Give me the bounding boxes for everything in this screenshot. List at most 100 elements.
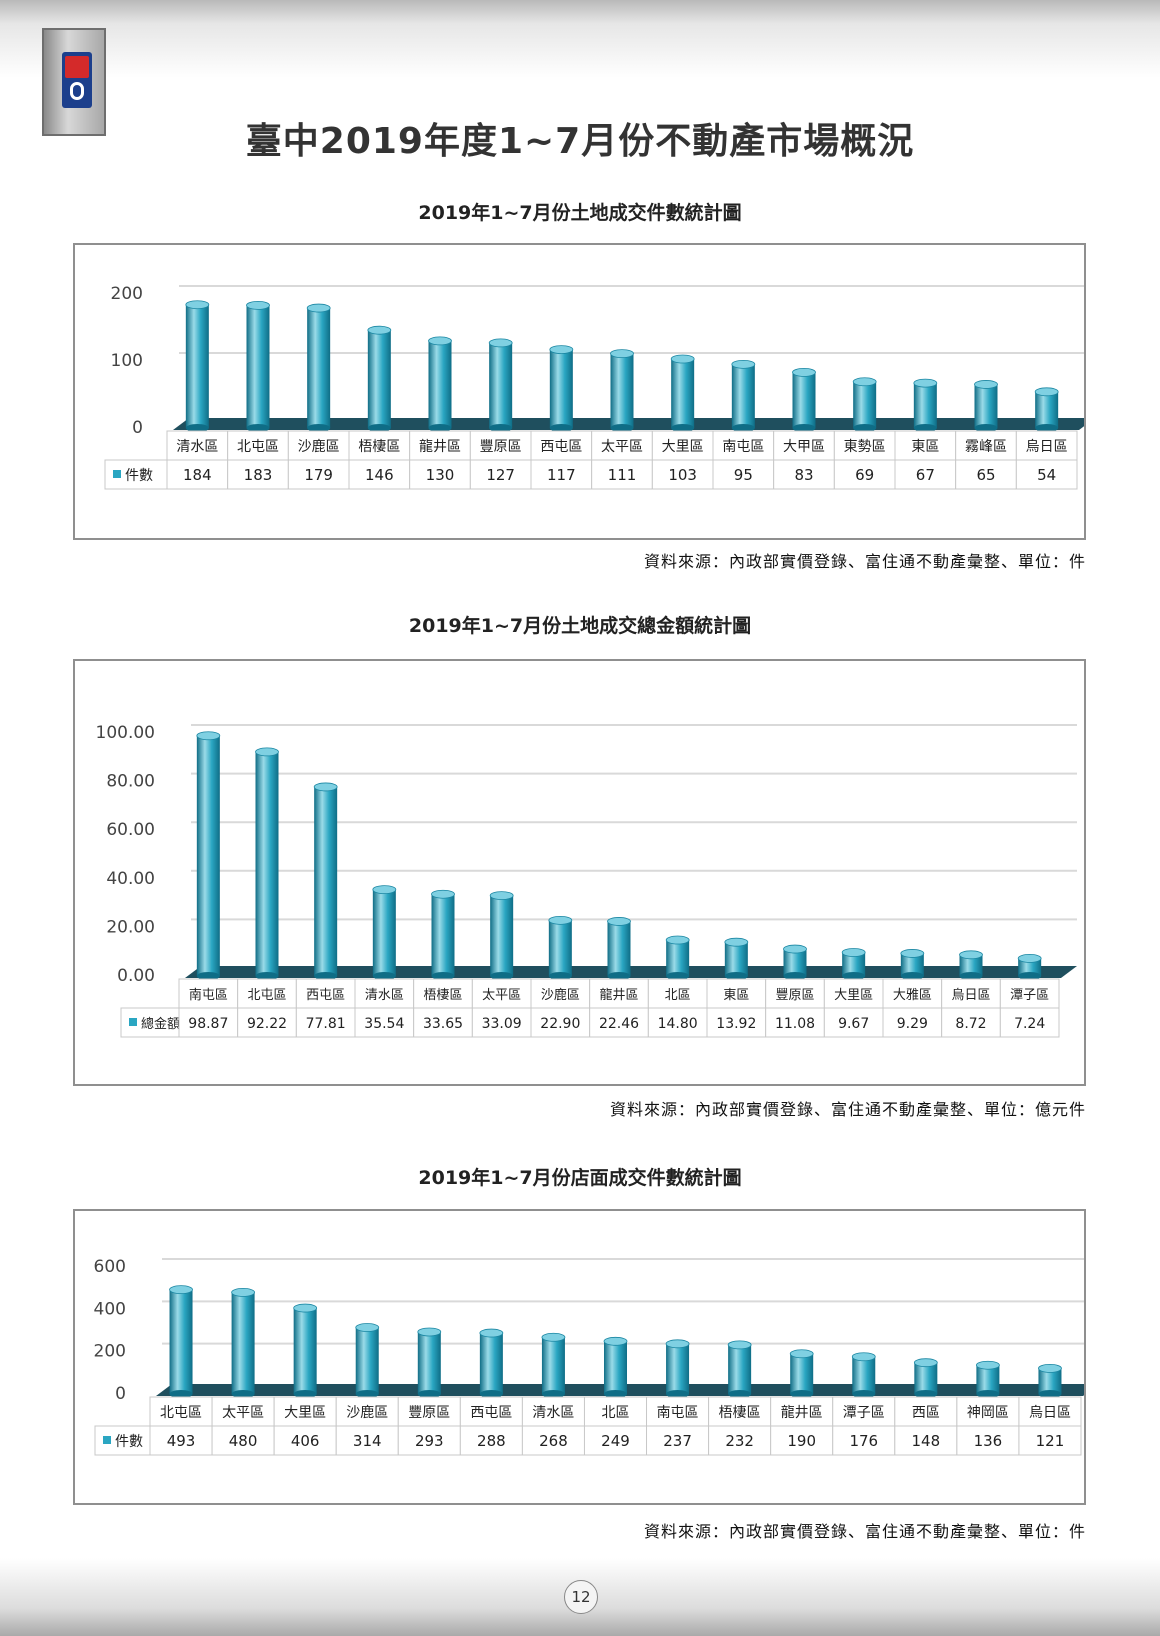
data-label: 103	[668, 466, 697, 484]
category-label: 龍井區	[419, 438, 461, 455]
category-label: 沙鹿區	[346, 1404, 388, 1421]
bar	[851, 1352, 876, 1398]
bar	[959, 950, 983, 980]
category-label: 南屯區	[722, 439, 764, 455]
chart-1-title: 2019年1~7月份土地成交件數統計圖	[418, 202, 742, 224]
category-label: 龍井區	[599, 987, 638, 1003]
bar	[665, 935, 690, 980]
bar	[255, 747, 279, 980]
category-label: 大雅區	[893, 988, 932, 1003]
category-label: 北區	[665, 988, 691, 1003]
bar	[549, 345, 574, 432]
data-table: 件數 清水區 184 北屯區 183 沙鹿區 179 梧棲區 146 龍井區 130 豐原區 127 西屯…	[104, 430, 1078, 490]
data-label: 288	[477, 1432, 506, 1450]
bar	[974, 380, 998, 432]
bar	[789, 1349, 814, 1398]
bar	[841, 948, 866, 980]
bar	[428, 336, 452, 432]
category-label: 北區	[602, 1405, 630, 1421]
category-label: 烏日區	[951, 987, 990, 1003]
bar	[355, 1323, 380, 1398]
data-label: 92.22	[247, 1016, 287, 1032]
data-table: 件數 北屯區 493 太平區 480 大里區 406 沙鹿區 314 豐原區 293 西屯區 288 清水…	[94, 1396, 1082, 1456]
category-label: 東區	[723, 987, 749, 1003]
category-label: 東勢區	[844, 439, 886, 455]
chart-3-source: 資料來源：內政部實價登錄、富住通不動產彙整、單位：件	[643, 1522, 1086, 1541]
bar	[727, 1340, 752, 1398]
category-label: 北屯區	[237, 439, 279, 455]
data-label: 249	[601, 1432, 630, 1450]
chart-1-source: 資料來源：內政部實價登錄、富住通不動產彙整、單位：件	[643, 552, 1086, 571]
data-label: 179	[304, 466, 333, 484]
bar	[900, 949, 925, 980]
data-label: 65	[976, 466, 995, 484]
publisher-logo	[42, 28, 106, 136]
category-label: 清水區	[532, 1405, 574, 1421]
bar	[976, 1360, 1000, 1398]
data-label: 77.81	[306, 1016, 346, 1032]
bar	[246, 300, 270, 432]
category-label: 西屯區	[306, 988, 345, 1003]
category-label: 龍井區	[781, 1404, 823, 1421]
bar	[231, 1288, 256, 1398]
category-label: 西區	[912, 1405, 940, 1421]
data-label: 406	[291, 1432, 320, 1450]
y-tick-label: 200	[111, 284, 143, 304]
y-tick-label: 100	[111, 351, 143, 371]
bar	[607, 917, 631, 980]
bar	[1038, 1363, 1062, 1398]
bar	[372, 885, 397, 980]
bar	[431, 889, 455, 980]
data-label: 184	[183, 466, 212, 484]
data-label: 146	[365, 466, 394, 484]
category-label: 大甲區	[783, 439, 825, 455]
bar	[610, 349, 634, 432]
data-label: 314	[353, 1432, 382, 1450]
bar	[783, 944, 807, 980]
bar	[548, 915, 573, 980]
category-label: 烏日區	[1026, 438, 1068, 455]
bar	[488, 338, 513, 432]
legend-swatch	[113, 470, 121, 478]
category-label: 南屯區	[657, 1405, 699, 1421]
category-label: 梧棲區	[358, 439, 400, 455]
bar	[185, 300, 210, 432]
y-tick-label: 40.00	[106, 869, 155, 889]
category-label: 豐原區	[775, 988, 814, 1003]
chart-2-source: 資料來源：內政部實價登錄、富住通不動產彙整、單位：億元件	[609, 1100, 1086, 1119]
chart-2-frame: 0.00 20.00 40.00 60.00 80.00 100.00 總金額 南屯區 98.8…	[73, 659, 1086, 1086]
chart-2-title: 2019年1~7月份土地成交總金額統計圖	[408, 615, 752, 637]
bar	[670, 354, 695, 432]
data-label: 98.87	[188, 1016, 228, 1032]
y-tick-label: 60.00	[106, 820, 155, 840]
data-label: 480	[229, 1432, 258, 1450]
category-label: 大里區	[834, 988, 873, 1003]
category-label: 清水區	[176, 439, 218, 455]
category-label: 北屯區	[160, 1405, 202, 1421]
data-label: 190	[787, 1432, 816, 1450]
legend-entry: 件數	[125, 468, 153, 484]
bar	[603, 1336, 628, 1398]
data-label: 183	[244, 466, 273, 484]
y-tick-label: 0	[115, 1384, 126, 1404]
legend-swatch	[129, 1018, 137, 1026]
category-label: 烏日區	[1029, 1404, 1071, 1421]
data-label: 9.67	[838, 1016, 869, 1032]
category-label: 梧棲區	[423, 988, 462, 1003]
category-label: 豐原區	[408, 1405, 450, 1421]
legend-swatch	[103, 1436, 111, 1444]
category-label: 沙鹿區	[298, 438, 340, 455]
page-title: 臺中2019年度1~7月份不動產市場概況	[245, 121, 915, 162]
data-label: 33.65	[423, 1016, 463, 1032]
data-label: 232	[725, 1432, 754, 1450]
data-label: 8.72	[955, 1016, 986, 1032]
y-tick-label: 400	[94, 1299, 126, 1319]
category-label: 神岡區	[967, 1405, 1009, 1421]
data-label: 136	[974, 1432, 1003, 1450]
data-label: 111	[608, 466, 637, 484]
y-tick-label: 200	[94, 1342, 126, 1362]
category-label: 北屯區	[247, 988, 286, 1003]
category-label: 東區	[911, 439, 939, 455]
data-label: 268	[539, 1432, 568, 1450]
